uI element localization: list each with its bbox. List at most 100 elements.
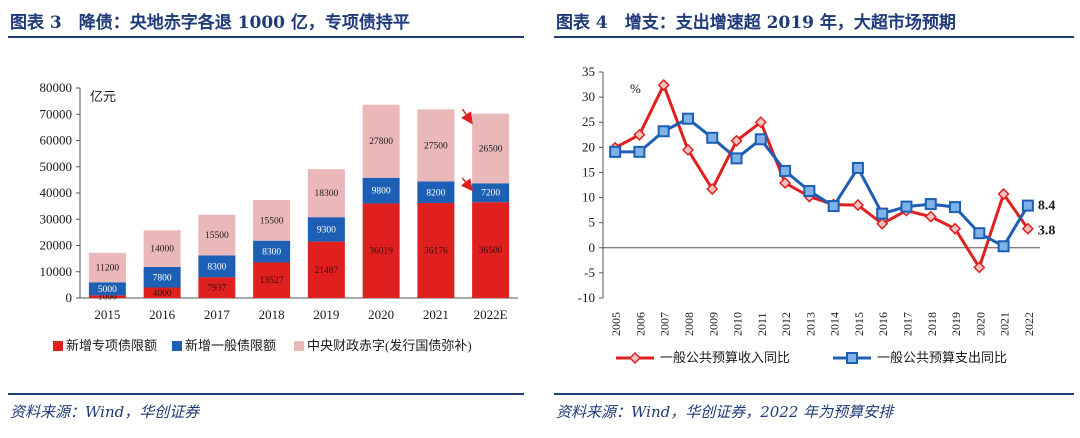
bar-data-label: 27800 (369, 137, 393, 147)
y-tick-label: 15 (582, 164, 595, 179)
bar-data-label: 1000 (98, 293, 117, 303)
bar-data-label: 5000 (98, 285, 117, 295)
data-point-diamond (973, 261, 986, 274)
x-tick-label: 2007 (658, 312, 672, 336)
x-tick-label: 2015 (852, 312, 866, 336)
y-tick-label: 30000 (40, 211, 73, 226)
left-title-rule (8, 36, 524, 38)
bar-segment (362, 203, 400, 298)
data-point-diamond (779, 176, 792, 190)
bar-data-label: 4000 (153, 289, 172, 299)
data-point-diamond (730, 134, 743, 147)
x-tick-label: 2009 (706, 312, 720, 336)
bar-segment (253, 240, 291, 263)
legend-label: 一般公共预算支出同比 (877, 350, 1007, 365)
x-tick-label: 2022E (474, 307, 508, 322)
end-value-label: 8.4 (1038, 199, 1056, 214)
unit-label: 亿元 (90, 89, 116, 104)
x-tick-label: 2012 (779, 312, 793, 336)
data-point-square (730, 152, 743, 165)
data-point-square (876, 207, 889, 220)
right-title-rule (554, 36, 1074, 38)
data-point-square (851, 161, 864, 174)
line-chart: -10 -5 0 5 10 15 20 25 30 35% 2005 2006 2007 2008 2009… (578, 64, 1056, 365)
data-point-square (803, 185, 816, 198)
left-source-note: 资料来源：Wind，华创证券 (10, 403, 200, 421)
x-tick-label: 2019 (949, 312, 963, 336)
bar-data-label: 8200 (426, 188, 445, 198)
x-tick-label: 2018 (925, 312, 939, 336)
y-tick-label: 50000 (40, 159, 73, 174)
x-tick-label: 2005 (609, 312, 623, 336)
data-point-square (706, 131, 719, 144)
data-point-diamond (948, 222, 962, 235)
legend-label: 一般公共预算收入同比 (660, 350, 790, 365)
y-tick-label: 0 (66, 290, 73, 305)
bar-data-label: 26500 (479, 145, 503, 155)
legend-label: 中央财政赤字(发行国债弥补) (307, 338, 472, 353)
x-tick-label: 2008 (682, 312, 696, 336)
x-tick-label: 2015 (94, 307, 120, 322)
bar-segment (472, 202, 510, 298)
bar-segment (472, 113, 510, 184)
legend-marker (628, 351, 642, 365)
legend-swatch (294, 341, 304, 351)
data-point-diamond (1021, 222, 1034, 235)
data-point-square (633, 145, 646, 158)
bar-segment (472, 183, 510, 203)
bar-data-label: 8300 (207, 262, 226, 272)
legend-swatch (53, 341, 63, 351)
bar-segment (143, 267, 181, 288)
data-point-diamond (924, 210, 937, 223)
series-line (615, 116, 1030, 249)
x-tick-label: 2022 (1022, 312, 1036, 336)
y-tick-label: -5 (584, 265, 595, 280)
bar-data-label: 7800 (153, 273, 172, 283)
y-tick-label: 30 (582, 89, 595, 104)
x-tick-label: 2020 (973, 312, 987, 336)
y-tick-label: 35 (582, 64, 595, 79)
bar-data-label: 36176 (424, 247, 448, 257)
data-point-square (949, 201, 962, 214)
data-point-square (924, 198, 937, 211)
bar-data-label: 9800 (372, 187, 391, 197)
legend-label: 新增专项债限额 (66, 338, 157, 353)
x-tick-label: 2017 (900, 312, 914, 336)
bar-segment (198, 214, 236, 256)
bar-segment (253, 200, 291, 241)
bar-data-label: 13527 (260, 276, 284, 286)
annotation-arrow (460, 177, 473, 192)
bar-segment (417, 181, 455, 204)
x-tick-label: 2011 (755, 312, 769, 336)
bar-data-label: 27500 (424, 141, 448, 151)
y-tick-label: -10 (578, 290, 595, 305)
bar-data-label: 9300 (317, 225, 336, 235)
annotation-arrow (461, 108, 473, 125)
data-point-square (754, 133, 767, 146)
data-point-square (681, 112, 694, 125)
bar-data-label: 7937 (207, 284, 226, 294)
x-tick-label: 2018 (259, 307, 285, 322)
data-point-square (1021, 199, 1034, 212)
y-tick-label: 10 (582, 190, 595, 205)
y-tick-label: 20000 (40, 238, 73, 253)
data-point-square (609, 145, 622, 158)
y-tick-label: 0 (589, 240, 596, 255)
data-point-diamond (633, 128, 646, 141)
right-bottom-rule (554, 393, 1074, 395)
bar-data-label: 36019 (369, 247, 393, 257)
x-tick-label: 2021 (423, 307, 449, 322)
data-point-square (997, 240, 1010, 253)
data-point-square (657, 125, 670, 138)
y-tick-label: 60000 (40, 133, 73, 148)
data-point-square (827, 200, 840, 213)
bar-segment (307, 217, 345, 242)
y-tick-label: 80000 (40, 80, 73, 95)
data-point-diamond (997, 187, 1010, 201)
bar-segment (88, 295, 126, 298)
data-point-diamond (754, 116, 767, 129)
left-bottom-rule (8, 393, 524, 395)
x-tick-label: 2016 (149, 307, 176, 322)
data-point-diamond (706, 182, 719, 196)
data-point-square (973, 227, 986, 240)
